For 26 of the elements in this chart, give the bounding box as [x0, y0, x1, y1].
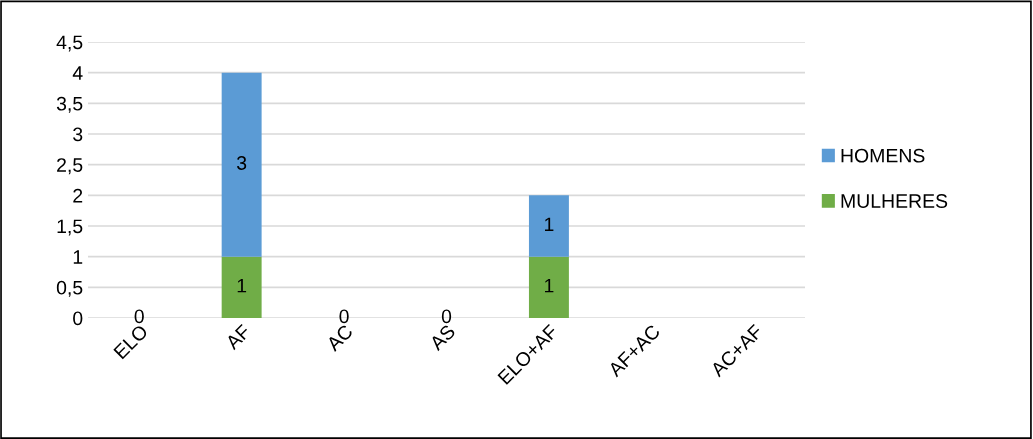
data-label: 0	[134, 309, 144, 324]
x-tick-label: AC	[325, 323, 354, 353]
y-tick-label: 2	[73, 188, 83, 203]
bar	[221, 72, 262, 257]
y-tick-label: 1	[73, 250, 83, 264]
y-tick-label: 0,5	[56, 280, 83, 297]
y-tick-label: 4,5	[56, 35, 83, 52]
bar	[528, 195, 569, 257]
bar	[221, 256, 262, 318]
x-tick-label: AS	[428, 323, 456, 352]
data-label: 1	[545, 217, 554, 232]
data-label: 3	[236, 156, 247, 170]
legend-label: MULHERES	[841, 194, 948, 208]
data-label: 0	[339, 309, 349, 324]
data-label: 0	[441, 309, 452, 324]
data-label: 1	[237, 278, 247, 293]
x-tick-label: AF	[224, 323, 252, 351]
y-tick-label: 4	[72, 66, 83, 80]
y-tick-label: 2,5	[57, 158, 83, 175]
data-label: 1	[545, 278, 554, 293]
y-tick-label: 1,5	[57, 219, 83, 236]
y-tick-label: 0	[73, 311, 83, 326]
y-tick-label: 3,5	[56, 96, 83, 113]
legend-label: HOMENS	[841, 148, 925, 163]
y-tick-label: 3	[73, 127, 83, 142]
bar	[528, 256, 569, 318]
